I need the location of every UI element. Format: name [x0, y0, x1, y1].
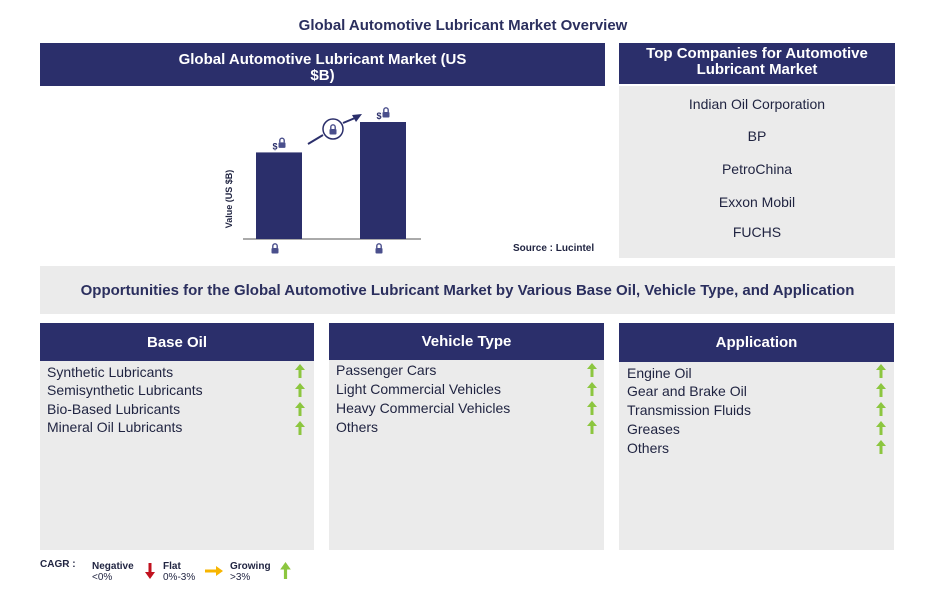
opportunities-banner: Opportunities for the Global Automotive … — [40, 266, 895, 314]
column-header: Vehicle Type — [329, 323, 604, 360]
legend-negative-range: <0% — [92, 572, 113, 583]
growing-arrow-icon — [876, 364, 886, 378]
legend-growing-range: >3% — [230, 572, 251, 583]
growing-arrow-icon — [295, 364, 305, 378]
growing-arrow-icon — [587, 401, 597, 415]
column-base-oil: Base Oil Synthetic Lubricants Semisynthe… — [40, 323, 314, 550]
chart-source: Source : Lucintel — [513, 243, 594, 254]
growing-arrow-icon — [876, 402, 886, 416]
lock-icon — [278, 137, 286, 148]
company-item: Indian Oil Corporation — [688, 96, 826, 112]
lock-icon — [329, 124, 337, 135]
companies-panel: Indian Oil Corporation BP PetroChina Exx… — [619, 86, 895, 258]
growing-arrow-icon — [587, 363, 597, 377]
chart-header: Global Automotive Lubricant Market (US $… — [40, 43, 605, 86]
column-header: Application — [619, 323, 894, 362]
legend-growing-name: Growing — [230, 561, 271, 572]
negative-arrow-icon — [145, 563, 155, 579]
companies-header: Top Companies for Automotive Lubricant M… — [619, 43, 895, 84]
legend-negative: Negative <0% — [92, 561, 134, 583]
list-item: Others — [336, 419, 379, 435]
list-item: Semisynthetic Lubricants — [47, 382, 203, 398]
list-item: Bio-Based Lubricants — [47, 401, 181, 417]
legend-flat-range: 0%-3% — [163, 572, 196, 583]
growth-arrowhead — [352, 114, 362, 122]
list-item: Transmission Fluids — [627, 402, 751, 418]
growth-arrow-line — [342, 117, 356, 124]
company-item: PetroChina — [721, 161, 793, 177]
company-item: Exxon Mobil — [718, 194, 796, 210]
growing-arrow-icon — [876, 421, 886, 435]
bar — [360, 122, 406, 239]
bar — [256, 152, 302, 239]
list-item: Light Commercial Vehicles — [336, 381, 501, 397]
legend-cagr-label: CAGR : — [40, 559, 76, 570]
page-title: Global Automotive Lubricant Market Overv… — [298, 17, 628, 34]
market-chart: Value (US $B) $ $ Source : Lucintel — [224, 107, 594, 254]
list-item: Mineral Oil Lubricants — [47, 419, 183, 435]
legend-growing: Growing >3% — [230, 561, 271, 583]
growing-arrow-icon — [587, 382, 597, 396]
list-item: Engine Oil — [627, 365, 692, 381]
lock-icon — [382, 107, 390, 118]
growing-arrow-icon — [295, 383, 305, 397]
column-application: Application Engine Oil Gear and Brake Oi… — [619, 323, 894, 550]
list-item: Heavy Commercial Vehicles — [336, 400, 511, 416]
chart-title: Global Automotive Lubricant Market (US $… — [178, 51, 467, 84]
growing-arrow-icon — [587, 420, 597, 434]
list-item: Gear and Brake Oil — [627, 383, 747, 399]
column-header: Base Oil — [40, 323, 314, 361]
growth-arrow-line — [307, 134, 324, 145]
column-body — [329, 360, 604, 550]
column-body — [40, 361, 314, 550]
column-vehicle-type: Vehicle Type Passenger Cars Light Commer… — [329, 323, 604, 550]
list-item: Synthetic Lubricants — [47, 364, 174, 380]
company-item: BP — [747, 128, 767, 144]
legend-negative-name: Negative — [92, 561, 134, 572]
bar-value-label: $ — [272, 141, 277, 151]
company-item: FUCHS — [732, 224, 782, 240]
flat-arrow-icon — [205, 566, 223, 576]
y-axis-label: Value (US $B) — [224, 170, 234, 229]
bar-value-label: $ — [376, 111, 381, 121]
growing-arrow-icon — [295, 402, 305, 416]
growing-arrow-icon — [295, 421, 305, 435]
lock-icon — [271, 243, 279, 254]
list-item: Greases — [627, 421, 680, 437]
legend-flat-name: Flat — [163, 561, 181, 572]
legend-flat: Flat 0%-3% — [163, 561, 195, 583]
lock-icon — [375, 243, 383, 254]
growing-arrow-icon — [280, 562, 291, 579]
growing-arrow-icon — [876, 383, 886, 397]
column-body — [619, 362, 894, 550]
growing-arrow-icon — [876, 440, 886, 454]
list-item: Others — [627, 440, 670, 456]
list-item: Passenger Cars — [336, 362, 437, 378]
